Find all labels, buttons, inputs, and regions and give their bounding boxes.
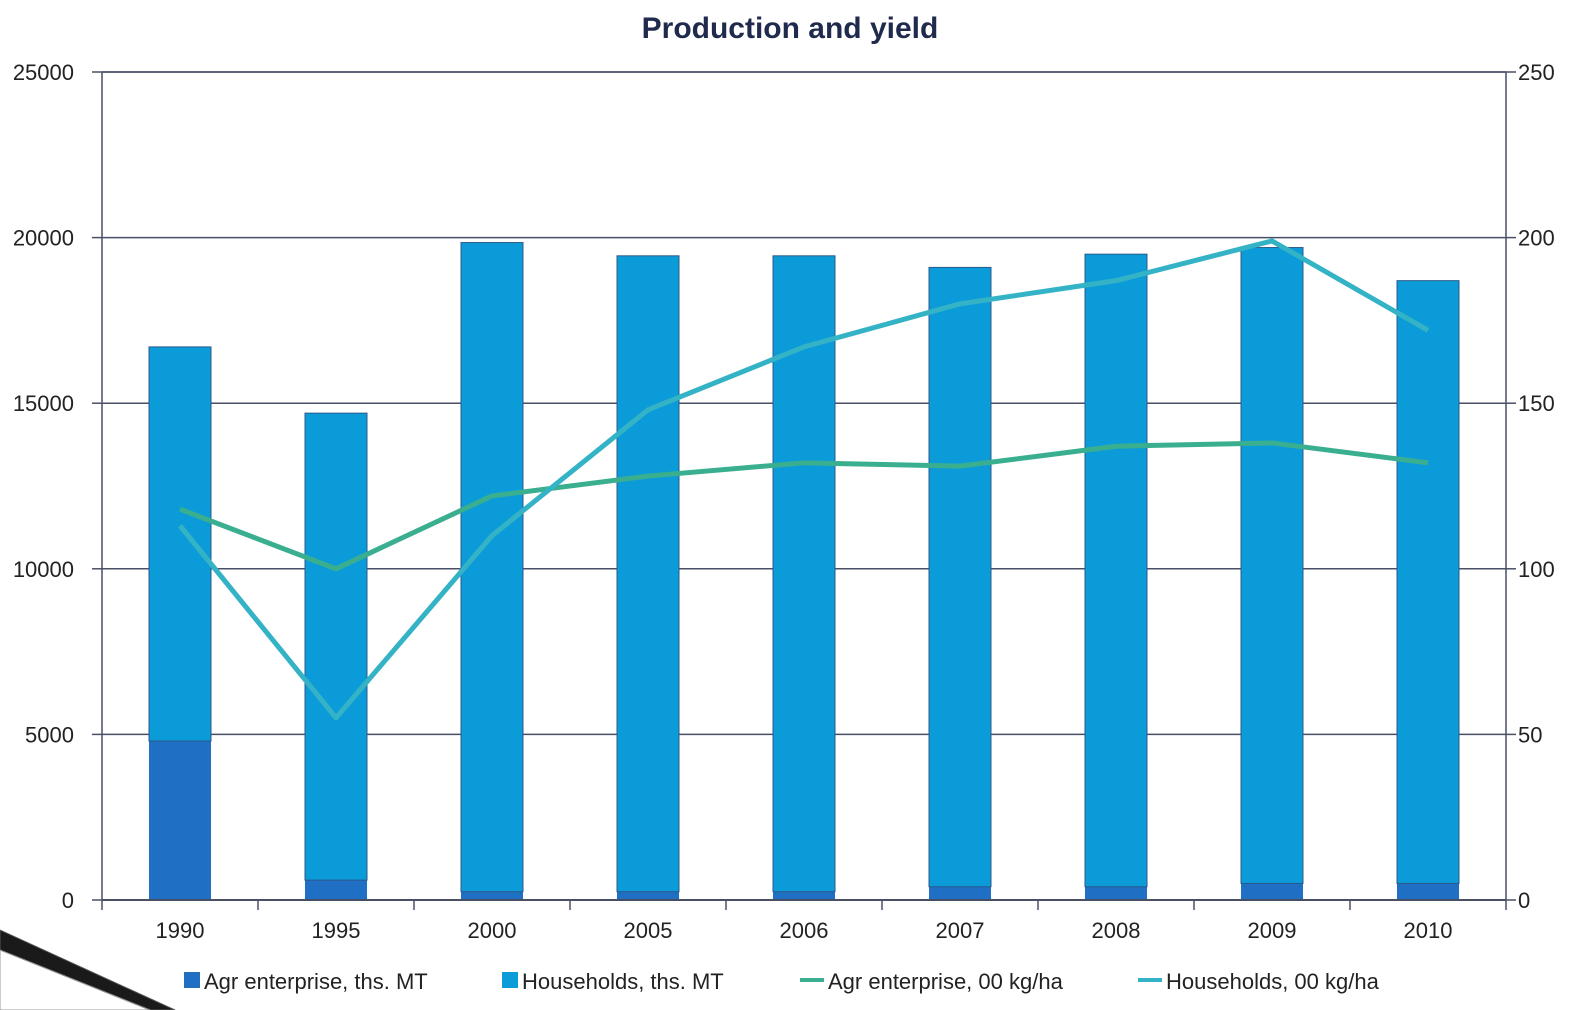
x-axis-tick-label: 2005 <box>624 918 673 943</box>
x-axis-tick-label: 1990 <box>156 918 205 943</box>
slide-arrow-decoration <box>0 929 176 1010</box>
lines-layer <box>178 238 1430 721</box>
bars-layer <box>148 242 1460 900</box>
bar-segment <box>461 891 523 900</box>
bar-segment <box>929 886 991 900</box>
x-axis-tick-label: 2000 <box>468 918 517 943</box>
bar-segment <box>1397 883 1459 900</box>
left-axis-tick-label: 15000 <box>13 391 74 416</box>
series-line <box>178 238 1430 721</box>
chart-title: Production and yield <box>642 12 939 45</box>
bar-segment <box>617 891 679 900</box>
bar-segment <box>1396 280 1460 884</box>
x-axis-tick-label: 2007 <box>936 918 985 943</box>
x-axis-tick-label: 1995 <box>312 918 361 943</box>
bar-segment <box>305 880 367 900</box>
bar-segment <box>148 346 212 742</box>
bar-segment <box>149 741 211 900</box>
bar-segment <box>1240 247 1304 884</box>
left-axis-tick-label: 0 <box>62 888 74 913</box>
bar-segment <box>773 891 835 900</box>
legend: Agr enterprise, ths. MT Households, ths. … <box>184 969 1380 994</box>
bar-segment <box>460 242 524 893</box>
bar-segment <box>928 266 992 888</box>
bar-segment <box>1085 886 1147 900</box>
legend-label: Households, ths. MT <box>522 969 724 994</box>
bar-segment <box>616 255 680 893</box>
right-axis-tick-label: 150 <box>1518 391 1555 416</box>
x-axis-tick-label: 2009 <box>1248 918 1297 943</box>
bar-segment <box>772 255 836 893</box>
x-axis-tick-label: 2006 <box>780 918 829 943</box>
legend-label: Agr enterprise, ths. MT <box>204 969 428 994</box>
bar-segment <box>1084 253 1148 888</box>
left-axis-tick-label: 5000 <box>25 722 74 747</box>
right-axis-tick-label: 100 <box>1518 557 1555 582</box>
bar-segment <box>304 412 368 881</box>
left-axis-tick-label: 20000 <box>13 226 74 251</box>
x-axis-tick-label: 2010 <box>1404 918 1453 943</box>
axes: 0 5000 10000 15000 20000 25000 0 50 100 150 200 250… <box>13 60 1555 943</box>
right-axis-tick-label: 50 <box>1518 722 1542 747</box>
left-axis-tick-label: 25000 <box>13 60 74 85</box>
right-axis-tick-label: 0 <box>1518 888 1530 913</box>
bar-segment <box>1241 883 1303 900</box>
legend-label: Agr enterprise, 00 kg/ha <box>828 969 1064 994</box>
legend-swatch <box>502 972 518 988</box>
left-axis-tick-label: 10000 <box>13 557 74 582</box>
right-axis-tick-label: 250 <box>1518 60 1555 85</box>
legend-label: Households, 00 kg/ha <box>1166 969 1380 994</box>
series-line <box>179 440 1429 572</box>
right-axis-tick-label: 200 <box>1518 226 1555 251</box>
x-axis-tick-label: 2008 <box>1092 918 1141 943</box>
legend-swatch <box>184 972 200 988</box>
